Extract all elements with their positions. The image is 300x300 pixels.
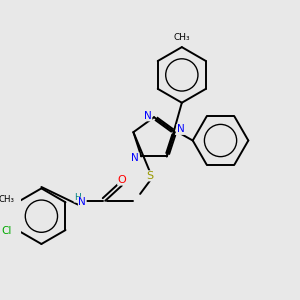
Text: H: H bbox=[74, 193, 81, 202]
Text: N: N bbox=[131, 153, 139, 163]
Text: Cl: Cl bbox=[2, 226, 12, 236]
Text: S: S bbox=[146, 171, 153, 181]
Text: N: N bbox=[144, 111, 152, 121]
Text: CH₃: CH₃ bbox=[0, 195, 14, 204]
Text: O: O bbox=[118, 175, 126, 185]
Text: N: N bbox=[177, 124, 184, 134]
Text: CH₃: CH₃ bbox=[173, 33, 190, 42]
Text: N: N bbox=[78, 197, 86, 207]
